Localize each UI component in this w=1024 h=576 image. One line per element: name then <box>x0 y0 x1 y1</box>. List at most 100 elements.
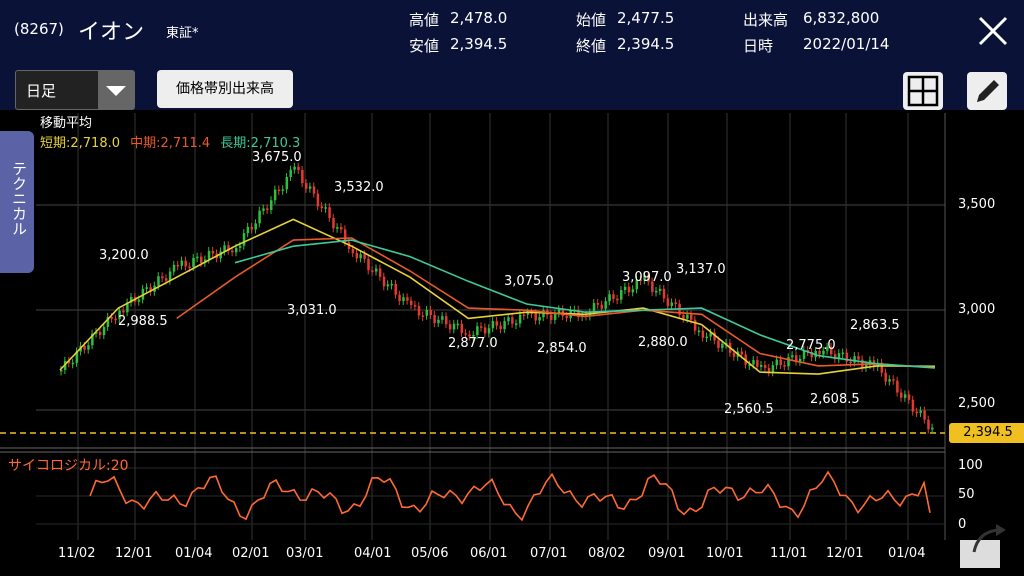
candle <box>157 276 160 286</box>
x-tick: 11/01 <box>770 546 808 561</box>
candle <box>231 250 234 253</box>
x-tick: 12/01 <box>826 546 864 561</box>
candle <box>176 264 180 267</box>
candle <box>223 245 226 252</box>
candle <box>145 287 149 289</box>
candle <box>332 217 335 229</box>
candle <box>487 328 491 334</box>
candle <box>853 356 856 363</box>
candle <box>445 316 448 325</box>
candle <box>386 284 390 287</box>
candle <box>130 296 133 303</box>
candle <box>402 297 405 302</box>
candle <box>75 351 79 363</box>
candle <box>367 258 370 271</box>
header-bar: (8267) イオン 東証* 高値 2,478.0 安値 2,394.5 始値 … <box>0 0 1024 62</box>
x-tick: 03/01 <box>286 546 324 561</box>
peak-annotation: 3,532.0 <box>334 180 384 195</box>
candle <box>102 326 106 336</box>
ma-title: 移動平均 <box>40 116 93 131</box>
candle <box>188 266 191 268</box>
candle <box>413 304 417 307</box>
candle <box>845 352 849 362</box>
candle <box>324 207 327 209</box>
candle <box>725 342 728 345</box>
candle <box>495 321 499 326</box>
candle <box>285 177 289 190</box>
candle <box>522 314 526 317</box>
candle <box>861 359 864 368</box>
candle <box>557 309 561 314</box>
candle <box>250 226 254 230</box>
period-select[interactable]: 日足 <box>15 70 135 110</box>
candle <box>371 270 374 272</box>
candle <box>588 312 592 317</box>
chevron-down-icon <box>98 71 134 109</box>
candle <box>705 336 709 339</box>
pencil-icon[interactable] <box>967 72 1007 110</box>
trough-annotation: 2,988.5 <box>118 314 168 329</box>
candle <box>238 245 242 248</box>
candle <box>631 289 635 293</box>
ma-mid-label: 中期:2,711.4 <box>130 136 211 151</box>
candle <box>596 303 600 305</box>
candle <box>756 360 759 367</box>
candle <box>623 286 627 291</box>
candle <box>515 323 518 325</box>
candle <box>760 365 763 367</box>
candle <box>534 313 537 321</box>
candle <box>398 294 401 302</box>
stock-name: イオン <box>78 20 145 45</box>
candle <box>456 323 460 326</box>
candle <box>273 189 277 201</box>
candle <box>460 323 464 334</box>
x-tick: 11/02 <box>58 546 96 561</box>
ma-short-label: 短期:2,718.0 <box>40 136 120 151</box>
candle <box>783 365 786 367</box>
candle <box>919 410 922 413</box>
candle <box>343 229 347 243</box>
candle <box>697 330 701 333</box>
candle <box>141 288 145 300</box>
candle <box>763 365 767 368</box>
technical-side-tab[interactable]: テクニカル <box>0 131 34 273</box>
trough-annotation: 2,560.5 <box>724 402 774 417</box>
candle <box>709 332 712 337</box>
candle <box>787 357 790 367</box>
candle <box>421 315 425 317</box>
peak-annotation: 3,075.0 <box>504 274 554 289</box>
share-icon[interactable] <box>958 518 1016 570</box>
candle <box>526 312 530 315</box>
candle <box>627 286 631 293</box>
candle <box>79 345 82 352</box>
stock-code: (8267) <box>14 20 64 38</box>
candle <box>658 288 662 291</box>
candle <box>168 271 172 281</box>
candle <box>857 356 860 360</box>
grid-layout-icon[interactable] <box>903 72 943 110</box>
candle <box>95 332 98 334</box>
candle <box>779 359 782 366</box>
candle <box>87 345 90 350</box>
x-tick: 08/02 <box>588 546 626 561</box>
peak-annotation: 3,675.0 <box>252 150 302 165</box>
candle <box>736 351 740 357</box>
candle <box>363 254 366 259</box>
volume-value: 6,832,800 <box>803 9 880 27</box>
candle <box>180 260 184 266</box>
candle <box>452 323 456 330</box>
candle <box>833 354 837 360</box>
candle <box>550 314 553 320</box>
candle <box>110 316 114 319</box>
close-icon[interactable] <box>972 12 1012 52</box>
candle <box>499 325 502 330</box>
peak-annotation: 2,863.5 <box>850 318 900 333</box>
candle <box>437 319 440 324</box>
volume-by-price-button[interactable]: 価格帯別出来高 <box>157 70 293 108</box>
peak-annotation: 3,200.0 <box>99 248 149 263</box>
candle <box>184 260 187 267</box>
candle <box>530 312 534 314</box>
candle <box>655 290 658 293</box>
current-price-tag: 2,394.5 <box>949 423 1024 443</box>
candle <box>417 306 421 316</box>
